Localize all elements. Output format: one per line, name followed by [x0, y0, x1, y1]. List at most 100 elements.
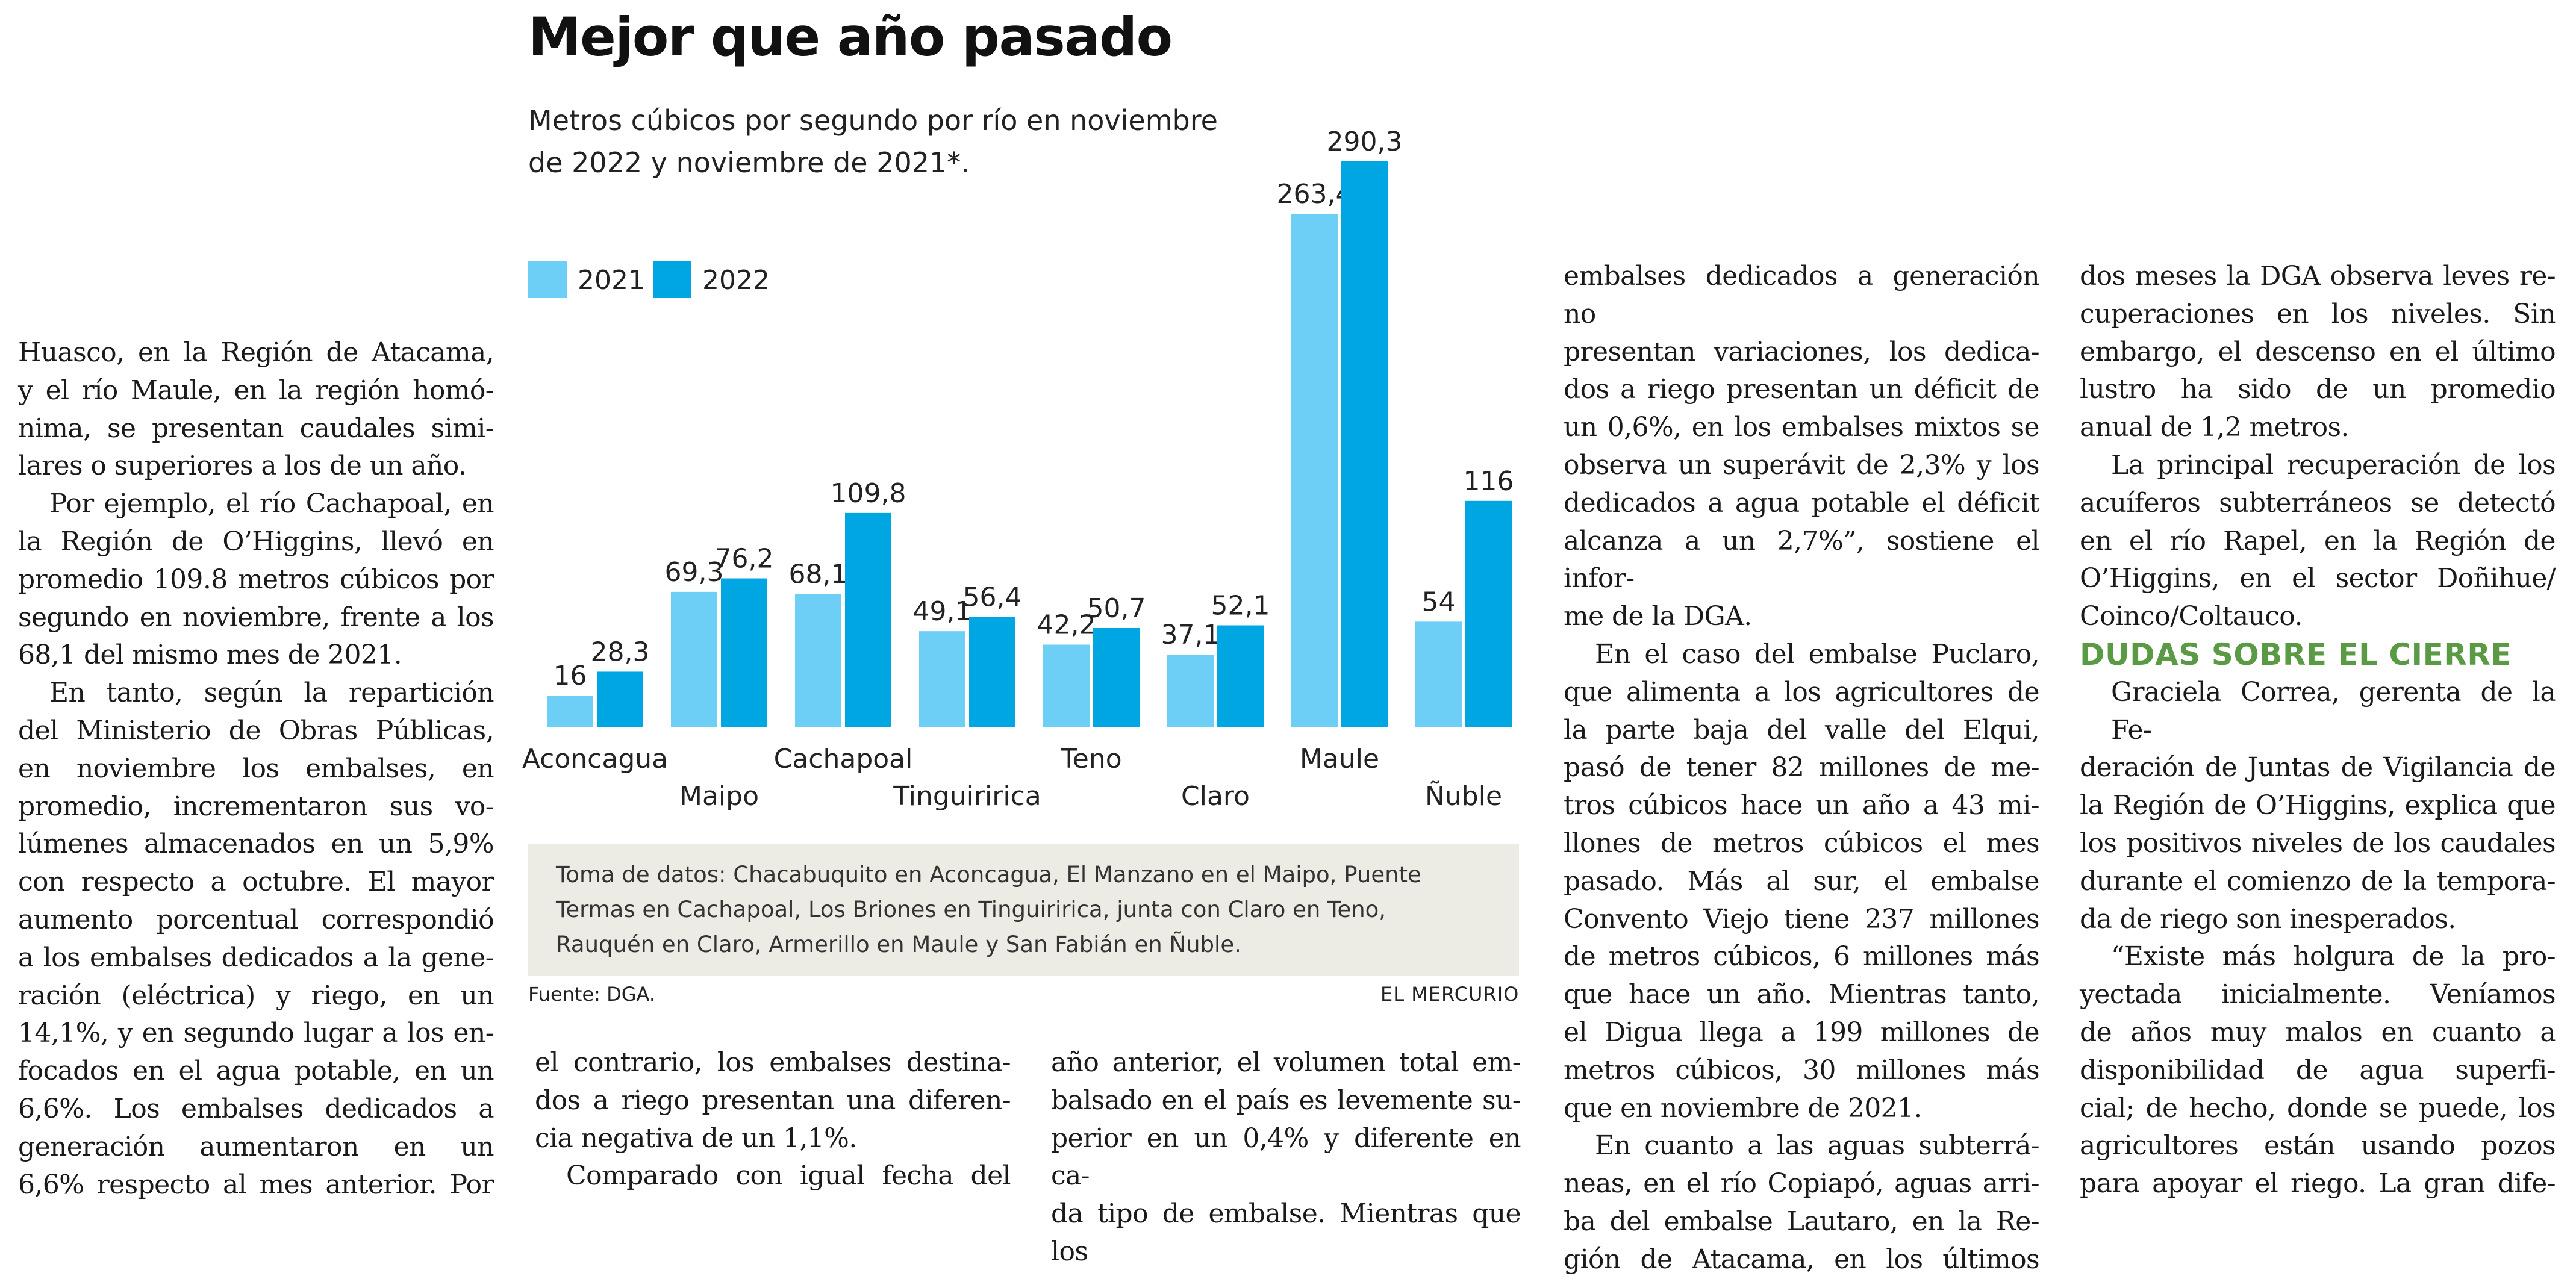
chart-title: Mejor que año pasado: [528, 6, 1173, 68]
article-line: ración (eléctrica) y riego, en un: [18, 980, 494, 1011]
bar-maipo-2021: [671, 591, 717, 727]
article-line: segundo en noviembre, frente a los: [18, 602, 494, 633]
legend-swatch-2021: [528, 261, 567, 298]
article-line: año anterior, el volumen total em-: [1051, 1047, 1521, 1078]
article-line: promedio 109.8 metros cúbicos por: [18, 564, 494, 595]
article-line: metros cúbicos, 30 millones más: [1564, 1054, 2040, 1086]
article-column-2: el contrario, los embalses destina-dos a…: [535, 1044, 1011, 1195]
article-line: a los embalses dedicados a la gene-: [18, 942, 494, 973]
article-line: tros cúbicos hace un año a 43 mi-: [1564, 790, 2040, 821]
article-line: en el río Rapel, en la Región de: [2080, 525, 2556, 556]
article-line: gión de Atacama, en los últimos: [1564, 1243, 2040, 1275]
data-label: 69,3: [665, 557, 724, 588]
category-label: Maipo: [679, 781, 759, 810]
article-line: cial; de hecho, donde se puede, los: [2080, 1092, 2556, 1124]
data-label: 16: [554, 661, 587, 691]
category-label: Cachapoal: [774, 744, 913, 774]
article-line: la Región de O’Higgins, llevó en: [18, 526, 494, 557]
bar-aconcagua-2021: [547, 696, 593, 727]
bar-cachapoal-2022: [845, 512, 891, 727]
article-line: da de riego son inesperados.: [2080, 903, 2456, 935]
article-line: Huasco, en la Región de Atacama,: [18, 337, 494, 368]
data-label: 28,3: [591, 636, 650, 667]
article-line: Coinco/Coltauco.: [2080, 601, 2303, 632]
article-line: 68,1 del mismo mes de 2021.: [18, 640, 402, 671]
article-line: 6,6%. Los embalses dedicados a: [18, 1093, 494, 1124]
article-line: la Región de O’Higgins, explica que: [2080, 790, 2556, 821]
article-line: Por ejemplo, el río Cachapoal, en: [49, 488, 494, 520]
data-label: 54: [1422, 587, 1456, 617]
bar-claro-2022: [1217, 625, 1264, 727]
article-line: de años muy malos en cuanto a: [2080, 1016, 2556, 1048]
chart-credit: EL MERCURIO: [1380, 983, 1520, 1006]
article-line: La principal recuperación de los: [2111, 449, 2556, 481]
article-line: “Existe más holgura de la pro-: [2111, 941, 2556, 972]
bar-tinguiririca-2022: [969, 617, 1015, 727]
bar-ñuble-2022: [1465, 500, 1512, 727]
article-line: lúmenes almacenados en un 5,9%: [18, 829, 494, 860]
article-line: alcanza a un 2,7%”, sostiene el infor-: [1564, 525, 2040, 594]
bar-ñuble-2021: [1415, 621, 1462, 727]
bar-maule-2021: [1291, 214, 1338, 727]
legend-swatch-2022: [653, 261, 691, 298]
data-label: 37,1: [1161, 620, 1220, 650]
article-line: con respecto a octubre. El mayor: [18, 867, 494, 898]
article-line: yectada inicialmente. Veníamos: [2080, 979, 2556, 1010]
bar-maule-2022: [1341, 161, 1388, 727]
data-label: 56,4: [963, 582, 1022, 613]
legend-label-2021: 2021: [578, 265, 645, 296]
chart-note: Toma de datos: Chacabuquito en Aconcagua…: [528, 844, 1519, 976]
article-line: deración de Juntas de Vigilancia de: [2080, 752, 2556, 783]
article-line: un 0,6%, en los embalses mixtos se: [1564, 412, 2040, 443]
article-line: dos a riego presentan un déficit de: [1564, 374, 2040, 405]
article-line: lares o superiores a los de un año.: [18, 450, 467, 482]
article-line: me de la DGA.: [1564, 601, 1752, 632]
article-column-5: dos meses la DGA observa leves re-cupera…: [2080, 258, 2556, 1203]
article-column-1: Huasco, en la Región de Atacama, y el río…: [18, 334, 494, 1204]
data-label: 68,1: [789, 559, 848, 590]
article-line: En cuanto a las aguas subterrá-: [1595, 1130, 2040, 1162]
article-line: la parte baja del valle del Elqui,: [1564, 714, 2040, 745]
article-line: O’Higgins, en el sector Doñihue/: [2080, 563, 2556, 594]
article-line: agricultores están usando pozos: [2080, 1130, 2556, 1162]
article-line: observa un superávit de 2,3% y los: [1564, 449, 2040, 481]
article-line: que en noviembre de 2021.: [1564, 1092, 1922, 1124]
article-line: dos meses la DGA observa leves re-: [2080, 261, 2556, 291]
article-line: Graciela Correa, gerenta de la Fe-: [2111, 676, 2556, 745]
article-column-4: embalses dedicados a generación no presen…: [1564, 258, 2040, 1279]
chart-subtitle: Metros cúbicos por segundo por río en no…: [528, 104, 1218, 179]
data-label: 52,1: [1211, 590, 1270, 621]
article-line: focados en el agua potable, en un: [18, 1056, 494, 1087]
bar-teno-2022: [1093, 628, 1140, 727]
article-line: perior en un 0,4% y diferente en ca-: [1051, 1122, 1521, 1192]
category-label: Teno: [1060, 744, 1121, 774]
article-line: pasado. Más al sur, el embalse: [1564, 865, 2040, 897]
category-label: Aconcagua: [522, 744, 668, 774]
data-label: 290,3: [1327, 126, 1403, 157]
article-line: el Digua llega a 199 millones de: [1564, 1016, 2040, 1048]
chart-source: Fuente: DGA.: [528, 983, 656, 1006]
article-line: llones de metros cúbicos el mes: [1564, 827, 2040, 859]
category-label: Tinguiririca: [893, 781, 1041, 810]
section-subhead: DUDAS SOBRE EL CIERRE: [2080, 636, 2512, 672]
data-label: 263,4: [1277, 179, 1353, 210]
article-line: que alimenta a los agricultores de: [1564, 676, 2040, 708]
article-line: embargo, el descenso en el último: [2080, 336, 2556, 367]
bar-teno-2021: [1043, 644, 1090, 727]
article-line: durante el comienzo de la tempora-: [2080, 865, 2556, 897]
data-label: 109,8: [831, 478, 906, 509]
category-label: Claro: [1181, 781, 1250, 810]
bar-tinguiririca-2021: [919, 631, 965, 727]
article-line: ba del embalse Lautaro, en la Re-: [1564, 1206, 2040, 1237]
article-line: de metros cúbicos, 6 millones más: [1564, 941, 2040, 972]
article-line: disponibilidad de agua superfi-: [2080, 1054, 2556, 1086]
category-label: Ñuble: [1425, 780, 1502, 810]
data-label: 50,7: [1087, 593, 1146, 624]
article-line: neas, en el río Copiapó, aguas arri-: [1564, 1168, 2040, 1200]
category-label: Maule: [1300, 744, 1379, 774]
article-line: dedicados a agua potable el déficit: [1564, 487, 2040, 518]
article-line: cuperaciones en los niveles. Sin: [2080, 298, 2556, 329]
article-line: Comparado con igual fecha del: [566, 1160, 1011, 1192]
data-label: 116: [1464, 466, 1514, 497]
